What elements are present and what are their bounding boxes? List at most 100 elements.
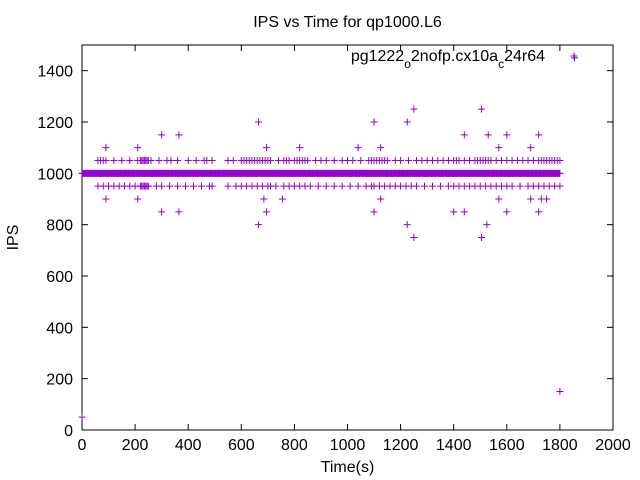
data-point bbox=[383, 157, 391, 164]
axis-ticks: 0 200 400 600 800 1000 1200 1400 1600 1800 2000 0 20… bbox=[37, 45, 631, 454]
x-tick-label: 0 bbox=[78, 437, 87, 454]
data-point bbox=[296, 144, 304, 152]
data-point bbox=[338, 182, 346, 190]
data-point bbox=[118, 157, 126, 164]
data-point bbox=[330, 157, 338, 164]
data-point bbox=[229, 157, 237, 164]
data-point bbox=[304, 157, 312, 164]
data-point bbox=[330, 182, 338, 190]
data-point bbox=[495, 195, 503, 203]
data-point bbox=[306, 182, 314, 190]
data-point bbox=[397, 157, 405, 164]
data-point bbox=[322, 157, 330, 164]
data-point bbox=[167, 157, 175, 164]
data-point bbox=[314, 182, 322, 190]
data-point bbox=[503, 208, 511, 216]
data-point bbox=[208, 157, 216, 164]
data-point bbox=[483, 221, 491, 229]
data-point bbox=[556, 169, 564, 177]
legend-subscript-1: o bbox=[404, 57, 411, 71]
x-tick-label: 2000 bbox=[595, 437, 631, 454]
data-point bbox=[224, 182, 232, 190]
legend-part-2: 2nofp.cx10a bbox=[411, 48, 498, 65]
data-point bbox=[377, 195, 385, 203]
data-point bbox=[272, 182, 280, 190]
data-point bbox=[184, 157, 192, 164]
data-point bbox=[110, 157, 118, 164]
data-point bbox=[503, 131, 511, 139]
data-point bbox=[102, 144, 110, 152]
data-point bbox=[182, 182, 190, 190]
data-point bbox=[410, 234, 418, 241]
data-point bbox=[126, 157, 134, 164]
data-points bbox=[78, 54, 579, 421]
x-tick-label: 1000 bbox=[330, 437, 366, 454]
data-point bbox=[370, 208, 378, 216]
data-point bbox=[357, 157, 365, 164]
data-point bbox=[354, 144, 362, 152]
data-point bbox=[102, 195, 110, 203]
data-point bbox=[255, 118, 263, 126]
data-point bbox=[346, 182, 354, 190]
data-point bbox=[527, 144, 535, 152]
data-point bbox=[436, 182, 444, 190]
data-point bbox=[174, 157, 182, 164]
legend-part-1: pg1222 bbox=[351, 48, 404, 65]
data-point bbox=[535, 208, 543, 216]
data-point bbox=[420, 182, 428, 190]
data-point bbox=[349, 157, 357, 164]
data-point bbox=[403, 118, 411, 126]
legend-marker bbox=[570, 52, 578, 60]
data-point bbox=[516, 182, 524, 190]
legend-entry-label: pg1222o2nofp.cx10ac24r64 bbox=[351, 48, 545, 71]
data-point bbox=[556, 388, 564, 395]
data-point bbox=[166, 182, 174, 190]
x-tick-label: 1600 bbox=[489, 437, 525, 454]
data-point bbox=[543, 195, 551, 203]
data-point bbox=[428, 182, 436, 190]
data-point bbox=[478, 234, 486, 241]
data-point bbox=[370, 118, 378, 126]
data-point bbox=[460, 131, 468, 139]
legend-part-3: 24r64 bbox=[504, 48, 545, 65]
data-point bbox=[174, 182, 182, 190]
data-point bbox=[354, 182, 362, 190]
data-point bbox=[134, 195, 142, 203]
data-point bbox=[192, 157, 200, 164]
data-point bbox=[144, 182, 152, 190]
data-point bbox=[527, 195, 535, 203]
data-point bbox=[158, 182, 166, 190]
y-axis-label: IPS bbox=[5, 225, 22, 251]
data-point bbox=[484, 131, 492, 139]
data-point bbox=[267, 157, 275, 164]
data-point bbox=[255, 221, 263, 229]
data-point bbox=[405, 157, 413, 164]
y-tick-label: 800 bbox=[46, 218, 73, 235]
y-tick-label: 1400 bbox=[37, 64, 73, 81]
data-point bbox=[208, 182, 216, 190]
data-point bbox=[197, 182, 205, 190]
data-point bbox=[190, 182, 198, 190]
data-point bbox=[175, 208, 183, 216]
data-point bbox=[556, 182, 564, 190]
x-tick-label: 600 bbox=[228, 437, 255, 454]
x-axis-label: Time(s) bbox=[321, 459, 375, 476]
x-tick-label: 1400 bbox=[436, 437, 472, 454]
data-point bbox=[535, 131, 543, 139]
data-point bbox=[571, 54, 579, 62]
data-point bbox=[155, 157, 163, 164]
data-point bbox=[175, 131, 183, 139]
data-point bbox=[450, 208, 458, 216]
data-point bbox=[508, 182, 516, 190]
data-point bbox=[377, 144, 385, 152]
x-tick-label: 800 bbox=[281, 437, 308, 454]
data-point bbox=[322, 182, 330, 190]
x-tick-label: 1800 bbox=[542, 437, 578, 454]
data-point bbox=[78, 413, 86, 421]
x-tick-label: 200 bbox=[122, 437, 149, 454]
data-point bbox=[413, 182, 421, 190]
data-point bbox=[134, 144, 142, 152]
data-point bbox=[158, 131, 166, 139]
